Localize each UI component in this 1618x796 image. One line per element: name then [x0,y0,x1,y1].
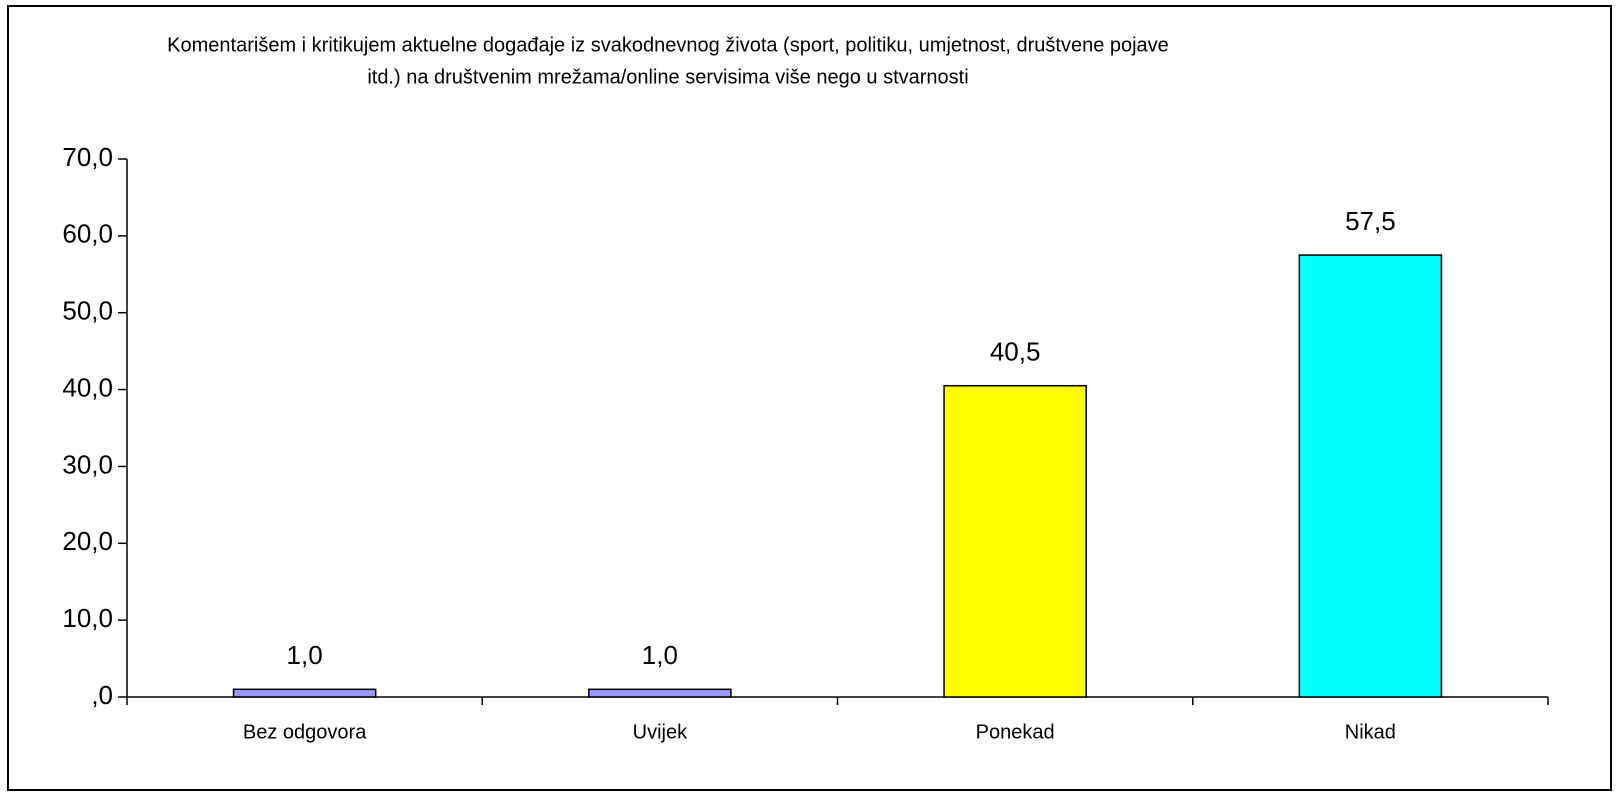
value-label: 1,0 [642,640,678,670]
bar [943,384,1087,698]
y-tick-label: 30,0 [62,449,113,479]
bar [588,688,732,698]
y-tick-label: 40,0 [62,372,113,402]
value-label: 57,5 [1345,206,1396,236]
x-tick-label: Ponekad [976,721,1055,743]
x-tick-label: Bez odgovora [243,721,367,743]
x-tick-label: Uvijek [633,721,688,743]
y-tick-label: 70,0 [62,142,113,172]
chart-title: Komentarišem i kritikujem aktuelne događ… [167,34,1169,56]
x-tick-label: Nikad [1345,721,1396,743]
chart-title: itd.) na društvenim mrežama/online servi… [367,66,968,88]
value-label: 1,0 [287,640,323,670]
y-tick-label: ,0 [91,680,113,710]
value-label: 40,5 [990,337,1041,367]
y-tick-label: 60,0 [62,219,113,249]
bar [1298,254,1443,698]
y-tick-label: 20,0 [62,526,113,556]
bar [232,688,377,698]
y-tick-label: 10,0 [62,603,113,633]
y-tick-label: 50,0 [62,296,113,326]
